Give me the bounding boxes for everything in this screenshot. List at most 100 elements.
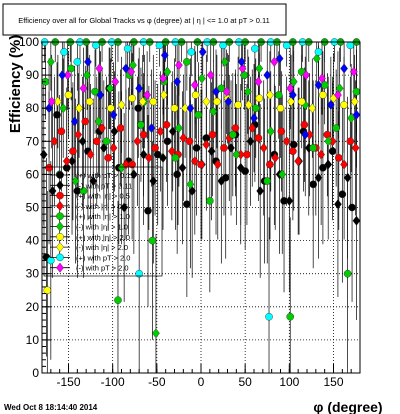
y-tick-label: 60 [26, 167, 40, 181]
data-point [319, 91, 327, 99]
data-point [217, 84, 226, 93]
data-point [352, 87, 361, 96]
legend-marker [56, 191, 64, 200]
data-point [60, 48, 68, 56]
data-point [254, 134, 263, 142]
data-point [175, 60, 183, 71]
y-tick-label: 10 [26, 333, 40, 347]
data-point [202, 139, 211, 150]
data-point [208, 130, 217, 139]
data-point [324, 136, 333, 147]
y-tick-label: 100 [19, 35, 39, 49]
legend-label: (+) with |η| > 0.5 [76, 192, 130, 201]
data-point [91, 87, 99, 96]
data-point [179, 132, 188, 143]
data-point [152, 328, 160, 339]
data-point [312, 53, 321, 64]
data-point [45, 163, 53, 172]
data-point [183, 58, 191, 66]
data-point [266, 160, 274, 169]
legend-box [43, 166, 163, 277]
data-point [287, 96, 295, 107]
legend-marker [56, 262, 64, 273]
data-point [110, 126, 119, 137]
data-point [99, 142, 108, 153]
data-point [149, 176, 158, 187]
data-point [282, 136, 291, 147]
data-point [96, 89, 105, 100]
data-point [137, 120, 145, 129]
data-point [186, 179, 195, 190]
data-point [238, 63, 247, 74]
y-tick-label: 50 [26, 201, 40, 215]
data-point [294, 156, 303, 167]
legend-label: (+) with pT > 0.11 [76, 171, 134, 180]
data-point [243, 86, 252, 97]
data-point [248, 123, 257, 134]
data-point [159, 152, 167, 163]
data-point [318, 73, 326, 84]
data-point [162, 120, 171, 129]
data-point [251, 44, 259, 53]
data-point [332, 124, 340, 132]
data-point [173, 76, 182, 87]
data-point [83, 70, 91, 81]
legend-marker [56, 180, 64, 191]
data-point [259, 142, 268, 153]
data-point [170, 104, 179, 112]
data-point [163, 137, 172, 146]
data-point [178, 162, 187, 173]
data-point [349, 66, 358, 77]
data-point [227, 142, 235, 153]
data-point [263, 70, 272, 81]
data-point [220, 144, 228, 152]
data-point [286, 83, 295, 94]
x-tick-label: -50 [148, 375, 166, 389]
data-point [134, 104, 143, 112]
data-point [190, 156, 199, 167]
y-tick-label: 40 [26, 234, 40, 248]
data-point [309, 180, 317, 189]
data-point [81, 117, 90, 126]
x-tick-label: 50 [238, 375, 252, 389]
data-point [54, 96, 62, 107]
data-point [43, 286, 52, 295]
legend-marker [56, 242, 64, 253]
title-box [2, 3, 287, 36]
data-point [168, 126, 177, 137]
data-point [183, 200, 191, 208]
legend-label: (+) with pT > 2.0 [76, 253, 130, 262]
data-point [120, 202, 129, 213]
data-point [275, 53, 284, 64]
data-point [251, 104, 260, 112]
data-point [343, 172, 352, 183]
data-point [50, 136, 59, 147]
data-point [159, 73, 167, 84]
data-point [187, 48, 196, 56]
x-tick-label: 0 [198, 375, 205, 389]
data-point [334, 89, 342, 100]
data-point [300, 120, 309, 129]
data-point [98, 123, 106, 134]
data-point [173, 170, 181, 179]
data-point [220, 56, 229, 67]
data-point [47, 96, 56, 107]
data-point [228, 130, 237, 139]
data-point [206, 197, 214, 205]
data-point [234, 101, 242, 109]
data-point [202, 96, 211, 107]
data-point [79, 187, 88, 195]
data-point [160, 89, 168, 100]
data-point [301, 129, 310, 140]
data-point [144, 207, 152, 215]
data-point [317, 149, 325, 160]
data-point [139, 149, 148, 160]
data-point [278, 169, 287, 180]
data-point [139, 130, 148, 139]
data-point [277, 127, 286, 136]
data-point [75, 103, 83, 114]
data-point [289, 147, 297, 156]
data-point [167, 146, 176, 157]
data-point [194, 111, 203, 119]
